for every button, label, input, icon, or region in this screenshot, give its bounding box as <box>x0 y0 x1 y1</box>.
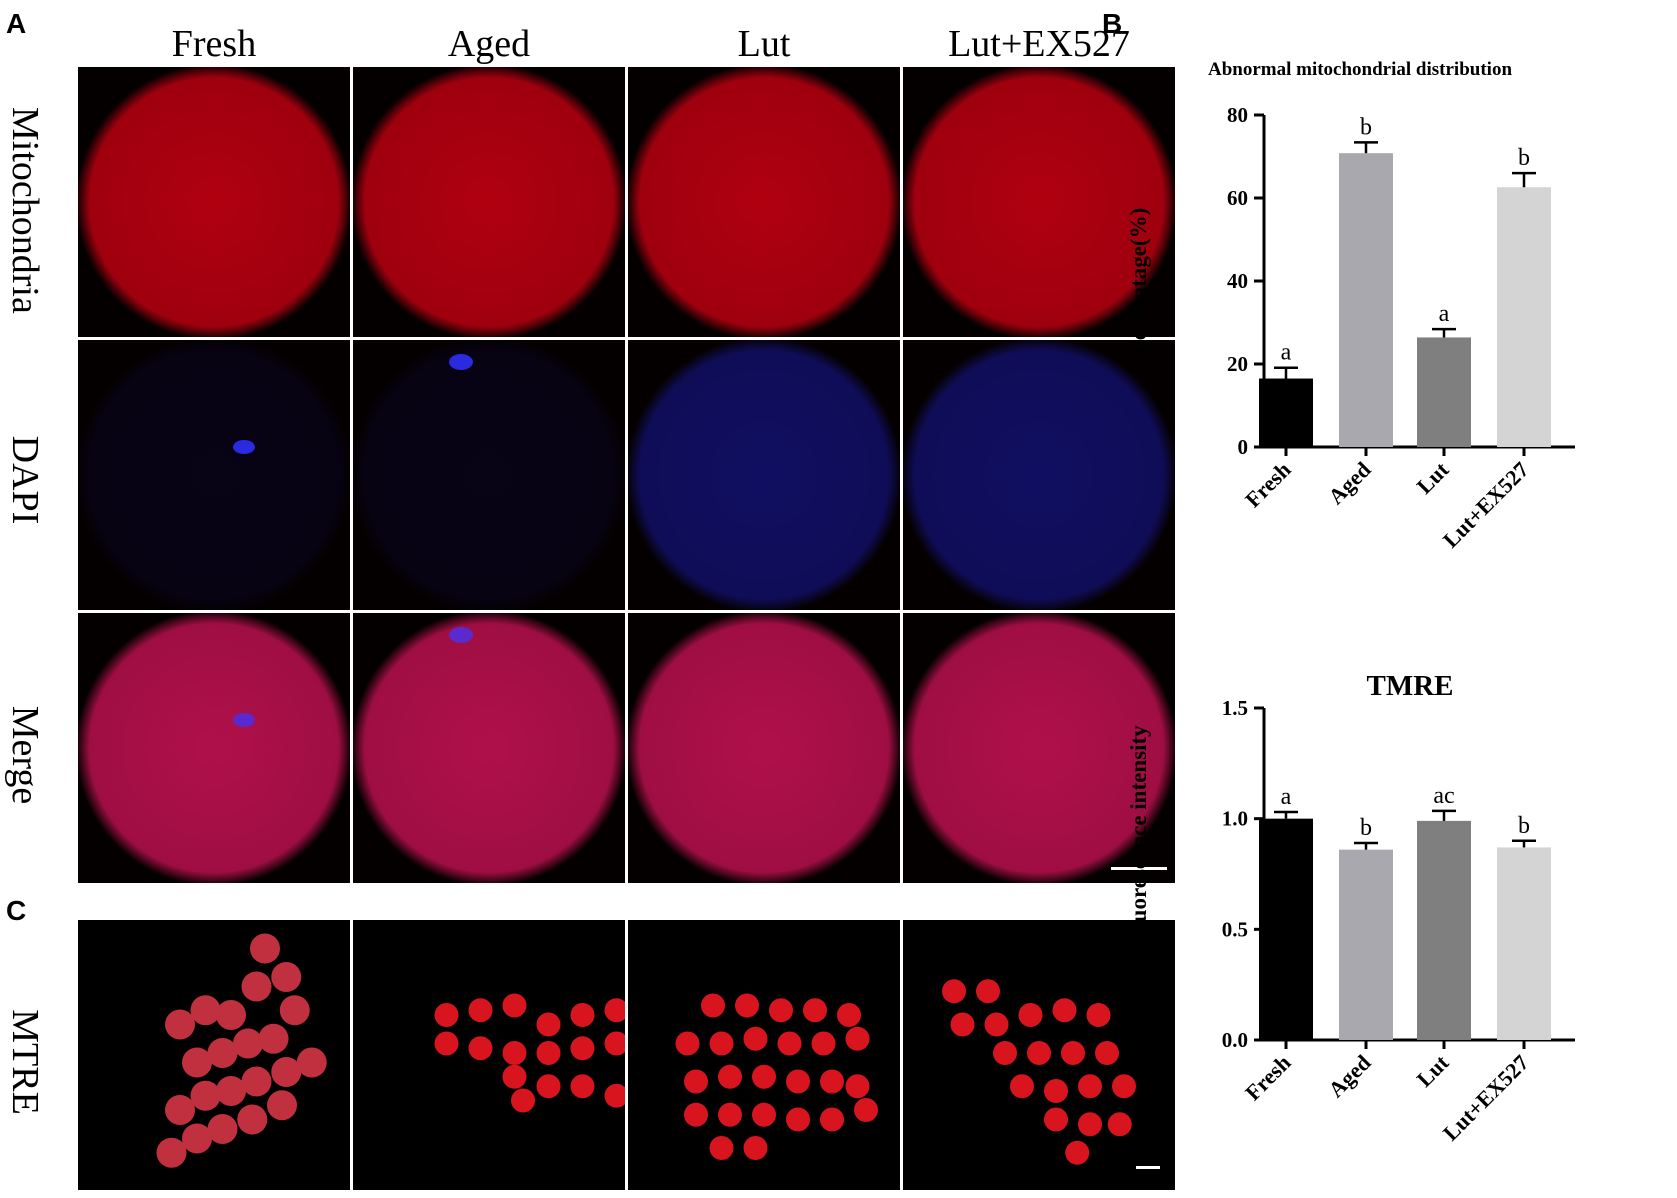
panel-label-c: C <box>6 895 27 926</box>
micrograph-dapi-2 <box>628 340 900 610</box>
chart-title: Abnormal mitochondrial distribution <box>1208 59 1512 80</box>
row-header-merge: Merge <box>4 705 46 805</box>
y-tick-label: 40 <box>1227 269 1248 293</box>
bar-aged <box>1339 849 1393 1040</box>
panel-label-b: B <box>1102 8 1123 39</box>
x-tick-label: Fresh <box>1240 457 1295 512</box>
y-tick-label: 20 <box>1227 352 1248 376</box>
mtre-micrograph-1 <box>353 920 625 1190</box>
x-tick-label: Lut+EX527 <box>1438 1050 1534 1146</box>
x-tick-label: Aged <box>1323 1050 1375 1102</box>
significance-label: b <box>1518 145 1530 171</box>
significance-label: a <box>1439 301 1450 327</box>
micrograph-merge-0 <box>78 613 350 883</box>
bar-chart-tmre: TMRE Relative fluorescence intensity 0.0 0.… <box>1126 670 1575 1146</box>
column-header-aged: Aged <box>447 23 531 65</box>
bar-fresh <box>1259 378 1313 447</box>
bar-fresh <box>1259 818 1313 1040</box>
column-header-fresh: Fresh <box>171 23 257 65</box>
scale-bar-a <box>1111 867 1167 870</box>
bar-lut-ex527 <box>1497 847 1551 1040</box>
micrograph-dapi-0 <box>78 340 350 610</box>
bar-lut-ex527 <box>1497 187 1551 447</box>
micrograph-mito-0 <box>78 67 350 337</box>
y-tick-label: 1.5 <box>1222 696 1248 720</box>
mtre-micrograph-0 <box>78 920 350 1190</box>
significance-label: a <box>1281 784 1292 810</box>
panel-label-a: A <box>6 8 27 39</box>
scale-bar-c <box>1136 1166 1160 1169</box>
column-header-lut: Lut <box>737 23 791 65</box>
micrograph-merge-2 <box>628 613 900 883</box>
bar-aged <box>1339 153 1393 447</box>
significance-label: b <box>1360 815 1372 841</box>
row-header-mtre: MTRE <box>4 1009 46 1115</box>
x-tick-label: Lut+EX527 <box>1438 457 1534 553</box>
y-axis-label: Relative fluorescence intensity <box>1126 725 1151 1023</box>
x-tick-label: Aged <box>1323 457 1375 509</box>
micrograph-dapi-3 <box>903 340 1175 610</box>
significance-label: b <box>1360 114 1372 140</box>
y-tick-label: 0.0 <box>1222 1028 1248 1052</box>
x-tick-label: Lut <box>1412 456 1454 498</box>
column-header-lut-ex527: Lut+EX527 <box>948 23 1130 65</box>
significance-label: ac <box>1433 783 1454 809</box>
y-tick-label: 0 <box>1238 435 1249 459</box>
bar-lut <box>1417 337 1471 447</box>
significance-label: a <box>1281 340 1292 366</box>
bar-chart-mito-distribution: Abnormal mitochondrial distribution Perce… <box>1126 59 1575 553</box>
micrograph-mito-2 <box>628 67 900 337</box>
y-tick-label: 60 <box>1227 186 1248 210</box>
significance-label: b <box>1518 813 1530 839</box>
bar-lut <box>1417 820 1471 1040</box>
micrograph-dapi-1 <box>353 340 625 610</box>
mtre-micrograph-2 <box>628 920 900 1190</box>
y-axis-label: Percentage(%) <box>1126 208 1151 354</box>
mtre-micrograph-3 <box>903 920 1175 1190</box>
y-tick-label: 1.0 <box>1222 807 1248 831</box>
chart-title: TMRE <box>1367 670 1454 702</box>
y-tick-label: 0.5 <box>1222 917 1248 941</box>
row-header-mitochondria: Mitochondria <box>4 107 46 314</box>
micrograph-merge-1 <box>353 613 625 883</box>
micrograph-mito-1 <box>353 67 625 337</box>
micrograph-merge-3 <box>903 613 1175 883</box>
y-tick-label: 80 <box>1227 103 1248 127</box>
x-tick-label: Fresh <box>1240 1050 1295 1105</box>
micrograph-mito-3 <box>903 67 1175 337</box>
row-header-dapi: DAPI <box>4 435 46 525</box>
x-tick-label: Lut <box>1412 1049 1454 1091</box>
